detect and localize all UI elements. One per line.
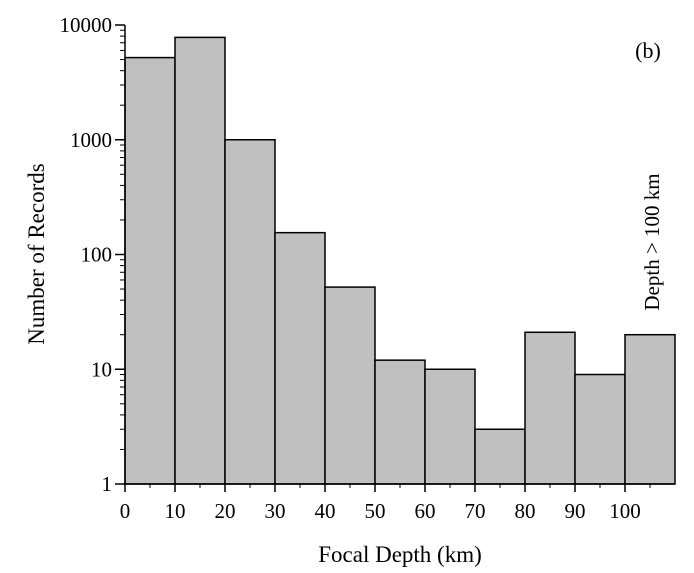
x-tick-label: 60: [415, 499, 436, 523]
x-tick-label: 10: [165, 499, 186, 523]
bar-60-70: [424, 368, 476, 485]
bar-50-60: [374, 359, 426, 485]
bar-80-90: [524, 331, 576, 485]
y-tick-label: 1000: [70, 128, 112, 152]
bar-10-20: [174, 36, 226, 485]
y-tick-label: 10: [91, 357, 112, 381]
bar-20-30: [224, 139, 276, 485]
x-tick-label: 90: [565, 499, 586, 523]
x-tick-label: 30: [265, 499, 286, 523]
x-tick-label: 0: [120, 499, 131, 523]
x-tick-label: 80: [515, 499, 536, 523]
x-tick-label: 50: [365, 499, 386, 523]
bar-30-40: [274, 231, 326, 485]
y-tick-label: 100: [81, 243, 113, 267]
y-axis-title: Number of Records: [24, 163, 49, 344]
bar-40-50: [324, 286, 376, 485]
x-tick-label: 20: [215, 499, 236, 523]
panel-label: (b): [635, 38, 661, 63]
bar-0-10: [124, 56, 176, 485]
bars-group: [124, 36, 676, 485]
x-tick-label: 40: [315, 499, 336, 523]
y-ticks-group: 1 10 100 1000 10000: [60, 13, 125, 496]
y-tick-label: 1: [102, 472, 113, 496]
bar-90-100: [574, 373, 626, 485]
y-tick-label: 10000: [60, 13, 113, 37]
x-tick-label: 100: [609, 499, 641, 523]
bar-70-80: [474, 428, 526, 485]
x-axis-title: Focal Depth (km): [318, 542, 482, 567]
bar-100-110: [624, 333, 676, 485]
x-tick-label: 70: [465, 499, 486, 523]
x-ticks-group: 0 10 20 30 40 50 60 70 80 90 100: [120, 484, 651, 523]
depth-annotation: Depth > 100 km: [640, 173, 664, 310]
